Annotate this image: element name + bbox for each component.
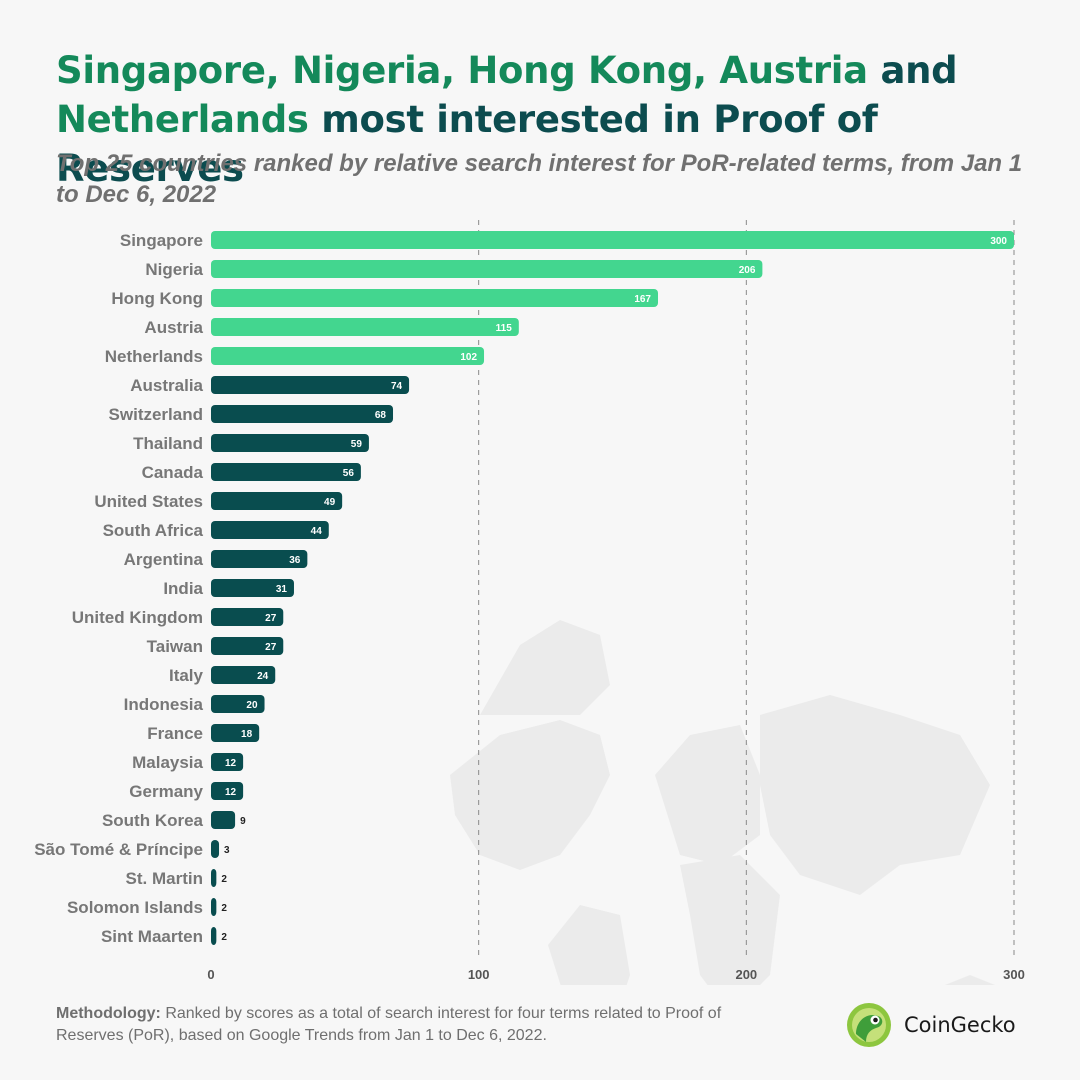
bar (211, 434, 369, 452)
chart-grid (478, 220, 1015, 955)
bar (211, 318, 519, 336)
bar (211, 608, 284, 626)
category-label: South Korea (102, 811, 204, 830)
x-tick-label: 300 (1003, 967, 1025, 982)
category-label: Nigeria (145, 260, 203, 279)
x-tick-label: 100 (468, 967, 490, 982)
gecko-logo-icon (847, 1003, 891, 1047)
bar (211, 405, 394, 423)
chart-subtitle: Top 25 countries ranked by relative sear… (56, 150, 1023, 208)
value-label: 12 (225, 758, 237, 769)
value-label: 9 (240, 816, 246, 827)
category-label: Thailand (133, 434, 203, 453)
value-label: 115 (496, 323, 513, 334)
category-label: Austria (144, 318, 203, 337)
value-label: 206 (739, 265, 756, 276)
x-axis-labels: 0 100 200 300 (207, 967, 1024, 982)
value-label: 2 (221, 874, 227, 885)
bar (211, 289, 659, 307)
brand: CoinGecko (846, 1002, 1016, 1048)
value-label: 12 (225, 787, 237, 798)
category-label: Canada (142, 463, 204, 482)
category-label: São Tomé & Príncipe (34, 840, 203, 859)
category-label: United States (94, 492, 203, 511)
category-label: Singapore (120, 231, 203, 250)
bar (211, 724, 260, 742)
category-label: Netherlands (105, 347, 203, 366)
brand-name: CoinGecko (904, 1013, 1016, 1037)
bar (211, 231, 1014, 249)
category-label: St. Martin (126, 869, 203, 888)
world-map-background (450, 620, 995, 985)
category-label: Italy (169, 666, 204, 685)
value-label: 74 (391, 381, 403, 392)
value-label: 102 (460, 352, 477, 363)
value-label: 27 (265, 642, 277, 653)
value-label: 24 (257, 671, 269, 682)
value-label: 300 (990, 236, 1007, 247)
bar (211, 927, 217, 945)
category-label: Hong Kong (111, 289, 203, 308)
title-highlight: Singapore, Nigeria, Hong Kong, Austria (56, 49, 868, 92)
x-tick-label: 0 (207, 967, 214, 982)
category-label: India (163, 579, 203, 598)
value-label: 56 (343, 468, 355, 479)
value-label: 20 (246, 700, 258, 711)
category-label: Germany (129, 782, 203, 801)
bar (211, 753, 244, 771)
category-label: Indonesia (124, 695, 204, 714)
bar (211, 898, 217, 916)
value-label: 3 (224, 845, 230, 856)
bar (211, 550, 308, 568)
value-label: 36 (289, 555, 301, 566)
bar (211, 521, 329, 539)
methodology-note: Methodology: Ranked by scores as a total… (56, 1003, 756, 1047)
bar (211, 695, 265, 713)
value-label: 167 (634, 294, 651, 305)
bar (211, 347, 485, 365)
bar (211, 260, 763, 278)
bar (211, 782, 244, 800)
title-mid: and (867, 49, 958, 92)
category-label: Taiwan (147, 637, 203, 656)
value-label: 68 (375, 410, 387, 421)
value-label: 49 (324, 497, 336, 508)
category-label: Switzerland (109, 405, 203, 424)
category-label: Australia (130, 376, 203, 395)
category-label: Solomon Islands (67, 898, 203, 917)
value-label: 2 (221, 932, 227, 943)
chart-title: Singapore, Nigeria, Hong Kong, Austria a… (56, 46, 1036, 193)
value-label: 27 (265, 613, 277, 624)
category-label: South Africa (103, 521, 204, 540)
bar (211, 840, 220, 858)
value-label: 59 (351, 439, 363, 450)
title-highlight-2: Netherlands (56, 98, 309, 141)
methodology-text: Ranked by scores as a total of search in… (56, 1005, 722, 1044)
bar (211, 463, 361, 481)
bar (211, 811, 236, 829)
title-rest: most interested in Proof of Reserves (56, 98, 878, 190)
value-label: 18 (241, 729, 253, 740)
category-label: Sint Maarten (101, 927, 203, 946)
bar (211, 376, 410, 394)
bar (211, 492, 343, 510)
bar (211, 666, 276, 684)
bars-layer: 300 206 167 115 102 74 68 59 56 49 44 36 31 27 27 24 20 1… (211, 231, 1014, 945)
value-label: 2 (221, 903, 227, 914)
x-tick-label: 200 (735, 967, 757, 982)
y-axis-labels: Singapore Nigeria Hong Kong Austria Netherla… (34, 231, 203, 946)
bar (211, 869, 217, 887)
category-label: Malaysia (132, 753, 203, 772)
bar-chart: 3002061671151027468595649443631272724201… (34, 220, 1025, 985)
value-label: 31 (276, 584, 288, 595)
category-label: United Kingdom (72, 608, 203, 627)
bar (211, 637, 284, 655)
value-label: 44 (311, 526, 323, 537)
category-label: Argentina (124, 550, 204, 569)
bar (211, 579, 294, 597)
category-label: France (147, 724, 203, 743)
methodology-label: Methodology: (56, 1005, 161, 1022)
